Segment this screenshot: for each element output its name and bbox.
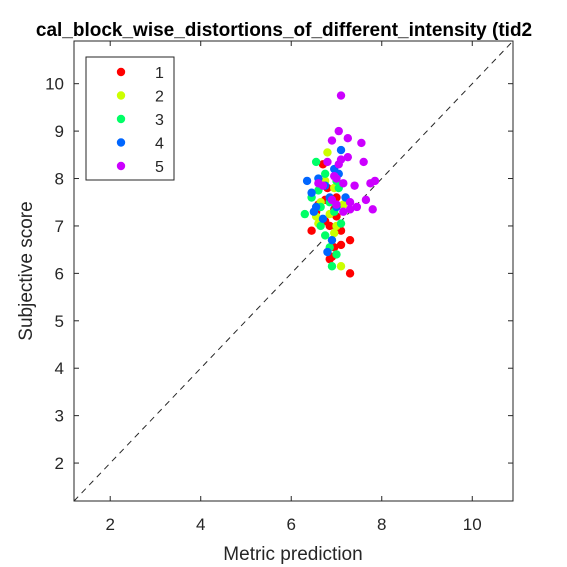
- legend-marker-4: [116, 138, 126, 147]
- series-2-point: [336, 262, 346, 271]
- series-5-point: [327, 136, 337, 145]
- y-tick-label: 5: [55, 312, 64, 331]
- series-4-point: [302, 176, 312, 186]
- series-5-point: [359, 157, 368, 167]
- y-tick-label: 7: [55, 217, 64, 236]
- legend: 1 2 3 4 5: [85, 56, 175, 181]
- legend-marker-2: [116, 91, 126, 100]
- series-3-point: [300, 209, 310, 219]
- series-2-point: [339, 200, 348, 209]
- x-tick-label: 10: [463, 515, 482, 534]
- series-4-point: [309, 207, 319, 216]
- series-5-point: [352, 202, 362, 212]
- y-axis-ticks: 2 3 4 5 6 7 8 9 10: [45, 75, 513, 473]
- series-2-point: [330, 228, 339, 238]
- series-1-point: [307, 226, 316, 235]
- series-4-point: [336, 145, 346, 155]
- series-5-point: [361, 195, 371, 205]
- series-5-point: [345, 205, 355, 214]
- legend-label-2: 2: [155, 89, 164, 106]
- y-tick-label: 9: [55, 122, 64, 141]
- y-tick-label: 6: [55, 264, 64, 283]
- series-3-point: [332, 250, 341, 259]
- series-3-point: [311, 157, 321, 167]
- series-4-point: [323, 247, 332, 257]
- y-tick-label: 10: [45, 75, 64, 94]
- data-points: [300, 91, 380, 278]
- x-tick-label: 8: [377, 515, 386, 534]
- legend-marker-3: [116, 114, 126, 124]
- series-1-point: [345, 235, 355, 245]
- y-tick-label: 4: [55, 359, 64, 378]
- y-tick-label: 3: [55, 407, 64, 426]
- series-5-point: [332, 200, 341, 209]
- legend-label-4: 4: [155, 136, 164, 153]
- series-1-point: [345, 269, 355, 278]
- series-5-point: [323, 157, 332, 167]
- series-3-point: [327, 262, 337, 271]
- series-5-point: [330, 171, 339, 181]
- series-5-point: [368, 205, 377, 214]
- series-5-point: [336, 91, 346, 100]
- chart-title: cal_block_wise_distortions_of_different_…: [36, 20, 532, 41]
- legend-label-1: 1: [155, 65, 164, 82]
- x-axis-ticks: 2 4 6 8 10: [105, 41, 482, 534]
- series-5-point: [339, 179, 348, 188]
- series-4-point: [307, 188, 316, 197]
- x-axis-label: Metric prediction: [223, 544, 362, 565]
- identity-reference-line: [73, 40, 514, 502]
- y-tick-label: 2: [55, 454, 64, 473]
- series-5-point: [339, 207, 348, 216]
- series-5-point: [370, 176, 380, 186]
- x-tick-label: 2: [105, 515, 114, 534]
- legend-label-3: 3: [155, 112, 164, 129]
- series-5-point: [334, 160, 343, 169]
- series-5-point: [314, 179, 323, 188]
- series-5-point: [357, 138, 366, 148]
- series-1-point: [336, 240, 346, 250]
- series-5-point: [343, 152, 353, 162]
- series-4-point: [318, 214, 328, 224]
- legend-marker-5: [116, 161, 126, 171]
- series-5-point: [343, 134, 353, 143]
- series-4-point: [327, 235, 337, 245]
- series-3-point: [336, 219, 346, 228]
- y-tick-label: 8: [55, 170, 64, 189]
- series-5-point: [334, 126, 343, 136]
- series-3-point: [320, 169, 330, 178]
- x-tick-label: 4: [196, 515, 205, 534]
- series-3-point: [320, 231, 330, 240]
- y-axis-label: Subjective score: [16, 201, 37, 340]
- x-tick-label: 6: [287, 515, 296, 534]
- legend-box: [85, 56, 175, 181]
- legend-marker-1: [116, 67, 126, 77]
- series-3-point: [316, 221, 325, 231]
- series-5-point: [350, 181, 359, 190]
- series-5-point: [345, 198, 355, 207]
- legend-label-5: 5: [155, 159, 164, 176]
- series-2-point: [323, 148, 332, 157]
